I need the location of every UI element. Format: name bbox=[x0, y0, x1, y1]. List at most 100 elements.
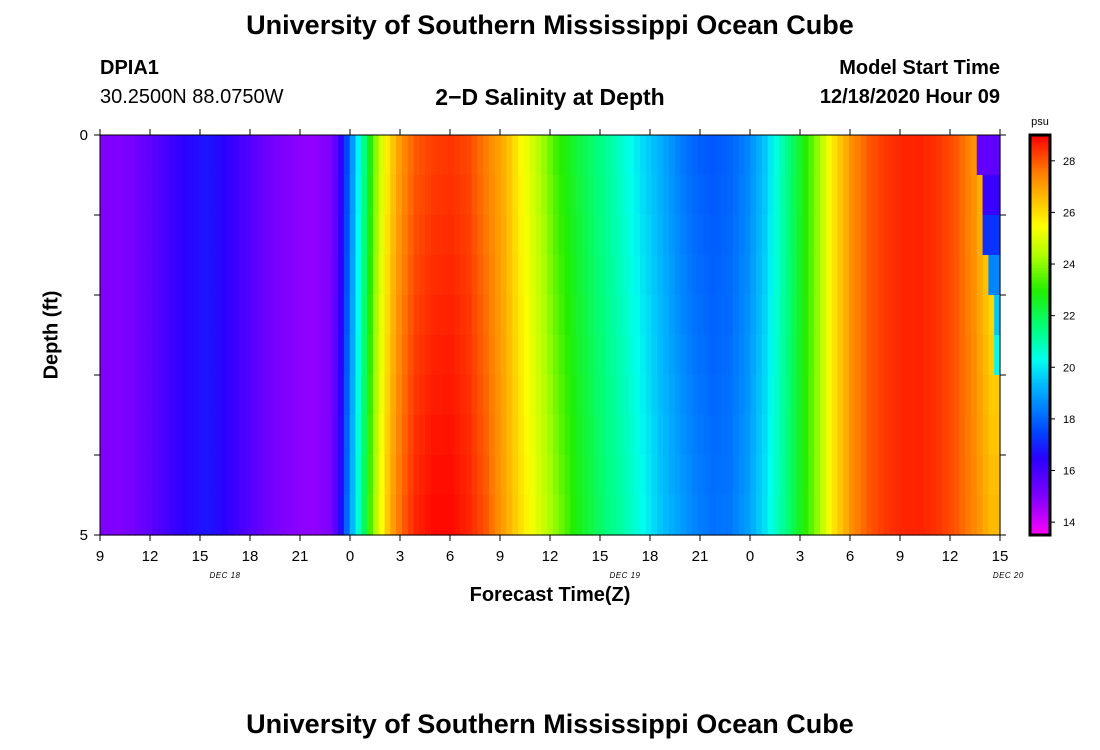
colorbar-tick-label: 26 bbox=[1063, 207, 1075, 219]
heatmap-cell bbox=[895, 335, 902, 376]
heatmap-cell bbox=[622, 335, 629, 376]
heatmap-cell bbox=[552, 175, 560, 216]
colorbar-segment bbox=[1030, 340, 1050, 344]
heatmap-cell bbox=[732, 215, 740, 256]
heatmap-cell bbox=[849, 495, 856, 536]
heatmap-cell bbox=[866, 495, 873, 536]
heatmap-cell bbox=[187, 255, 194, 296]
heatmap-cell bbox=[430, 135, 438, 176]
heatmap-cell bbox=[912, 495, 920, 536]
heatmap-cell bbox=[703, 335, 711, 376]
heatmap-cell bbox=[634, 375, 641, 416]
heatmap-cell bbox=[465, 375, 473, 416]
colorbar-segment bbox=[1030, 442, 1050, 446]
heatmap-cell bbox=[593, 175, 600, 216]
heatmap-cell bbox=[988, 455, 995, 496]
heatmap-cell bbox=[448, 295, 455, 336]
heatmap-cell bbox=[100, 415, 107, 456]
heatmap-cell bbox=[105, 215, 113, 256]
heatmap-cell bbox=[245, 135, 252, 176]
heatmap-cell bbox=[930, 255, 937, 296]
heatmap-cell bbox=[523, 135, 531, 176]
colorbar-segment bbox=[1030, 227, 1050, 231]
heatmap-cell bbox=[970, 335, 978, 376]
heatmap-cell bbox=[134, 455, 142, 496]
heatmap-cell bbox=[158, 415, 165, 456]
heatmap-cell bbox=[221, 495, 229, 536]
colorbar-segment bbox=[1030, 467, 1050, 471]
heatmap-cell bbox=[425, 135, 432, 176]
heatmap-cell bbox=[233, 175, 240, 216]
heatmap-cell bbox=[512, 455, 519, 496]
heatmap-cell bbox=[204, 215, 211, 256]
heatmap-cell bbox=[715, 295, 722, 336]
heatmap-cell bbox=[976, 295, 984, 336]
heatmap-cell bbox=[686, 375, 693, 416]
colorbar-segment bbox=[1030, 300, 1050, 304]
heatmap-cell bbox=[448, 215, 455, 256]
heatmap-cell bbox=[930, 215, 937, 256]
heatmap-cell bbox=[872, 335, 879, 376]
heatmap-cell bbox=[988, 255, 995, 296]
heatmap-cell bbox=[268, 495, 275, 536]
heatmap-cell bbox=[814, 335, 821, 376]
heatmap-cell bbox=[988, 135, 995, 176]
heatmap-cell bbox=[250, 215, 258, 256]
heatmap-cell bbox=[657, 295, 664, 336]
heatmap-cell bbox=[535, 215, 542, 256]
heatmap-cell bbox=[872, 495, 879, 536]
heatmap-cell bbox=[976, 255, 984, 296]
colorbar-segment bbox=[1030, 187, 1050, 191]
heatmap-cell bbox=[889, 335, 897, 376]
heatmap-cell bbox=[849, 375, 856, 416]
colorbar-segment bbox=[1030, 317, 1050, 321]
heatmap-cell bbox=[912, 415, 920, 456]
heatmap-cell bbox=[274, 375, 281, 416]
heatmap-cell bbox=[657, 335, 664, 376]
heatmap-cell bbox=[645, 455, 653, 496]
heatmap-cell bbox=[610, 215, 618, 256]
heatmap-cell bbox=[854, 295, 862, 336]
heatmap-cell bbox=[843, 335, 850, 376]
heatmap-cell bbox=[268, 295, 275, 336]
heatmap-cell bbox=[198, 495, 206, 536]
heatmap-cell bbox=[314, 455, 322, 496]
heatmap-cell bbox=[640, 335, 647, 376]
heatmap-cell bbox=[419, 495, 426, 536]
colorbar-segment bbox=[1030, 225, 1050, 229]
heatmap-cell bbox=[129, 255, 136, 296]
heatmap-cell bbox=[390, 455, 397, 496]
heatmap-cell bbox=[401, 415, 409, 456]
heatmap-cell bbox=[982, 135, 989, 176]
footer-title: University of Southern Mississippi Ocean… bbox=[246, 709, 854, 739]
heatmap-cell bbox=[483, 135, 490, 176]
colorbar-segment bbox=[1030, 310, 1050, 314]
heatmap-cell bbox=[425, 415, 432, 456]
heatmap-cell bbox=[361, 495, 368, 536]
heatmap-cell bbox=[401, 175, 409, 216]
heatmap-cell bbox=[552, 375, 560, 416]
heatmap-cell bbox=[384, 495, 391, 536]
heatmap-cell bbox=[245, 215, 252, 256]
heatmap-cell bbox=[936, 215, 943, 256]
heatmap-cell bbox=[175, 135, 182, 176]
heatmap-cell bbox=[576, 415, 583, 456]
heatmap-cell bbox=[622, 415, 629, 456]
heatmap-cell bbox=[355, 335, 362, 376]
colorbar-segment bbox=[1030, 195, 1050, 199]
heatmap-cell bbox=[866, 175, 873, 216]
heatmap-cell bbox=[529, 255, 537, 296]
heatmap-cell bbox=[895, 415, 902, 456]
heatmap-cell bbox=[518, 295, 525, 336]
heatmap-cell bbox=[280, 135, 287, 176]
heatmap-cell bbox=[233, 415, 240, 456]
heatmap-cell bbox=[216, 335, 223, 376]
heatmap-cell bbox=[506, 255, 513, 296]
heatmap-cell bbox=[198, 415, 206, 456]
heatmap-cell bbox=[129, 215, 136, 256]
heatmap-cell bbox=[610, 415, 618, 456]
heatmap-cell bbox=[744, 175, 751, 216]
heatmap-cell bbox=[773, 255, 780, 296]
x-tick-label: 12 bbox=[542, 548, 559, 565]
heatmap-cell bbox=[587, 415, 595, 456]
